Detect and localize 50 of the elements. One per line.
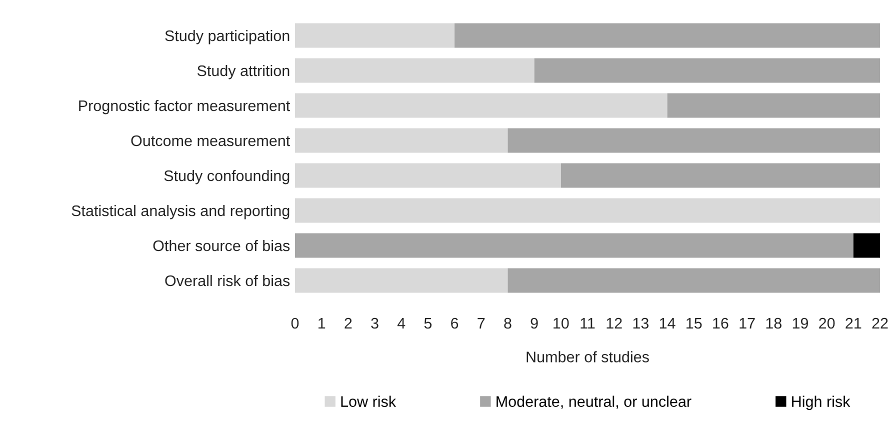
x-tick-label: 21 [846,318,862,329]
bar [534,58,880,83]
y-tick-label: Statistical analysis and reporting [72,204,290,220]
x-tick-label: 4 [397,318,406,329]
x-tick-label: 6 [451,318,458,329]
x-tick-label: 17 [740,318,755,329]
bar [560,163,880,188]
x-tick-label: 2 [344,318,352,329]
bar [295,163,561,188]
legend-label: Moderate, neutral, or unclear [496,396,692,409]
y-tick-label: Other source of bias [153,240,290,252]
y-tick-label: Outcome measurement [131,135,290,146]
bar [295,268,508,293]
x-tick-label: 22 [872,318,888,329]
bar [295,233,854,258]
x-tick-label: 8 [504,318,512,329]
x-tick-label: 9 [530,318,538,329]
y-tick-label: Study confounding [164,170,290,184]
x-tick-label: 14 [660,318,676,329]
bar [508,268,880,293]
x-tick-label: 3 [371,318,378,329]
x-tick-label: 16 [713,318,728,329]
x-tick-label: 13 [633,318,649,329]
bar [295,198,880,223]
bar [295,128,508,153]
x-tick-label: 0 [291,318,299,329]
x-tick-label: 7 [478,318,485,329]
y-tick-label: Overall risk of bias [165,274,290,286]
y-tick-label: Study attrition [197,64,290,80]
x-tick-label: 19 [792,318,808,329]
legend-label: High risk [792,396,850,410]
legend-label: Low risk [341,396,396,407]
x-tick-label: 12 [606,318,622,329]
bar [295,23,455,48]
bar [667,93,880,118]
y-tick-label: Prognostic factor measurement [79,100,290,114]
y-tick-label: Study participation [165,30,290,44]
x-tick-label: 10 [554,318,569,329]
x-tick-label: 18 [766,318,782,329]
bar [853,233,880,258]
bar [295,58,534,83]
x-tick-label: 11 [580,318,595,329]
x-tick-label: 20 [819,318,835,329]
x-tick-label: 1 [318,318,326,329]
x-tick-label: 5 [424,318,432,329]
bar [508,128,880,153]
bar [295,93,668,118]
x-axis-title: Number of studies [526,351,649,362]
bar [454,23,880,48]
x-tick-label: 15 [686,318,702,329]
